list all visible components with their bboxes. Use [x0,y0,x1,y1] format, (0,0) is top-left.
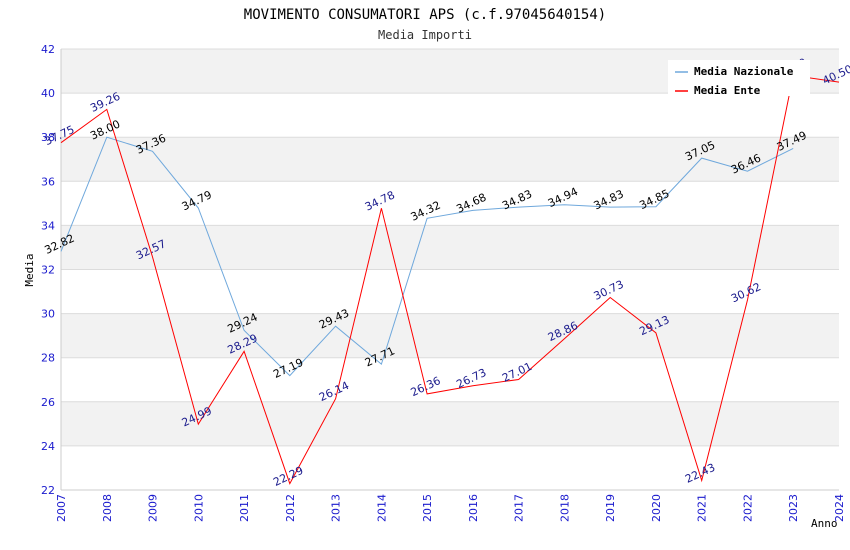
band-24 [61,401,839,446]
x-axis-label: Anno [811,517,838,530]
legend-box [668,60,810,96]
x-tick-2021: 2021 [696,494,709,522]
series-lines [60,74,840,485]
x-tick-2011: 2011 [238,494,251,522]
x-tick-2019: 2019 [604,494,617,522]
x-tick-2022: 2022 [741,494,754,522]
x-tick-2014: 2014 [375,494,388,522]
series-line-nazionale [60,136,794,377]
x-tick-2024: 2024 [833,494,846,522]
y-axis-label: Media [23,253,36,286]
x-tick-2012: 2012 [284,494,297,522]
x-tick-labels: 2007 2008 2009 2010 2011 2012 2013 2014 2015 2016… [55,494,846,522]
x-tick-2009: 2009 [147,494,160,522]
x-tick-2023: 2023 [787,494,800,522]
chart-subtitle: Media Importi [378,28,472,42]
axes [60,49,839,491]
y-tick-24: 24 [41,440,55,453]
x-tick-2020: 2020 [650,494,663,522]
background-bands [61,49,839,490]
y-tick-38: 38 [41,131,55,144]
band-36 [61,137,839,182]
x-tick-2018: 2018 [558,494,571,522]
y-tick-30: 30 [41,308,55,321]
band-32 [61,225,839,270]
y-tick-34: 34 [41,219,55,232]
x-tick-2016: 2016 [467,494,480,522]
chart-title: MOVIMENTO CONSUMATORI APS (c.f.970456401… [244,7,606,23]
x-tick-2013: 2013 [330,494,343,522]
band-38 [61,93,839,138]
x-tick-2017: 2017 [513,494,526,522]
x-tick-2007: 2007 [55,494,68,522]
y-tick-28: 28 [41,352,55,365]
legend: Media Nazionale Media Ente [668,60,810,97]
y-tick-26: 26 [41,396,55,409]
band-26 [61,357,839,402]
x-tick-2010: 2010 [192,494,205,522]
y-tick-22: 22 [41,484,55,497]
series-line-ente [60,74,840,485]
band-22 [61,445,839,490]
y-tick-32: 32 [41,264,55,277]
y-tick-40: 40 [41,87,55,100]
band-28 [61,313,839,358]
y-tick-42: 42 [41,43,55,56]
x-tick-2015: 2015 [421,494,434,522]
band-30 [61,269,839,314]
x-tick-2008: 2008 [101,494,114,522]
band-34 [61,181,839,226]
y-tick-36: 36 [41,175,55,188]
legend-label-nazionale: Media Nazionale [694,65,794,78]
y-tick-labels: 22 24 26 28 30 32 34 36 38 40 42 [41,43,55,497]
legend-label-ente: Media Ente [694,84,761,97]
